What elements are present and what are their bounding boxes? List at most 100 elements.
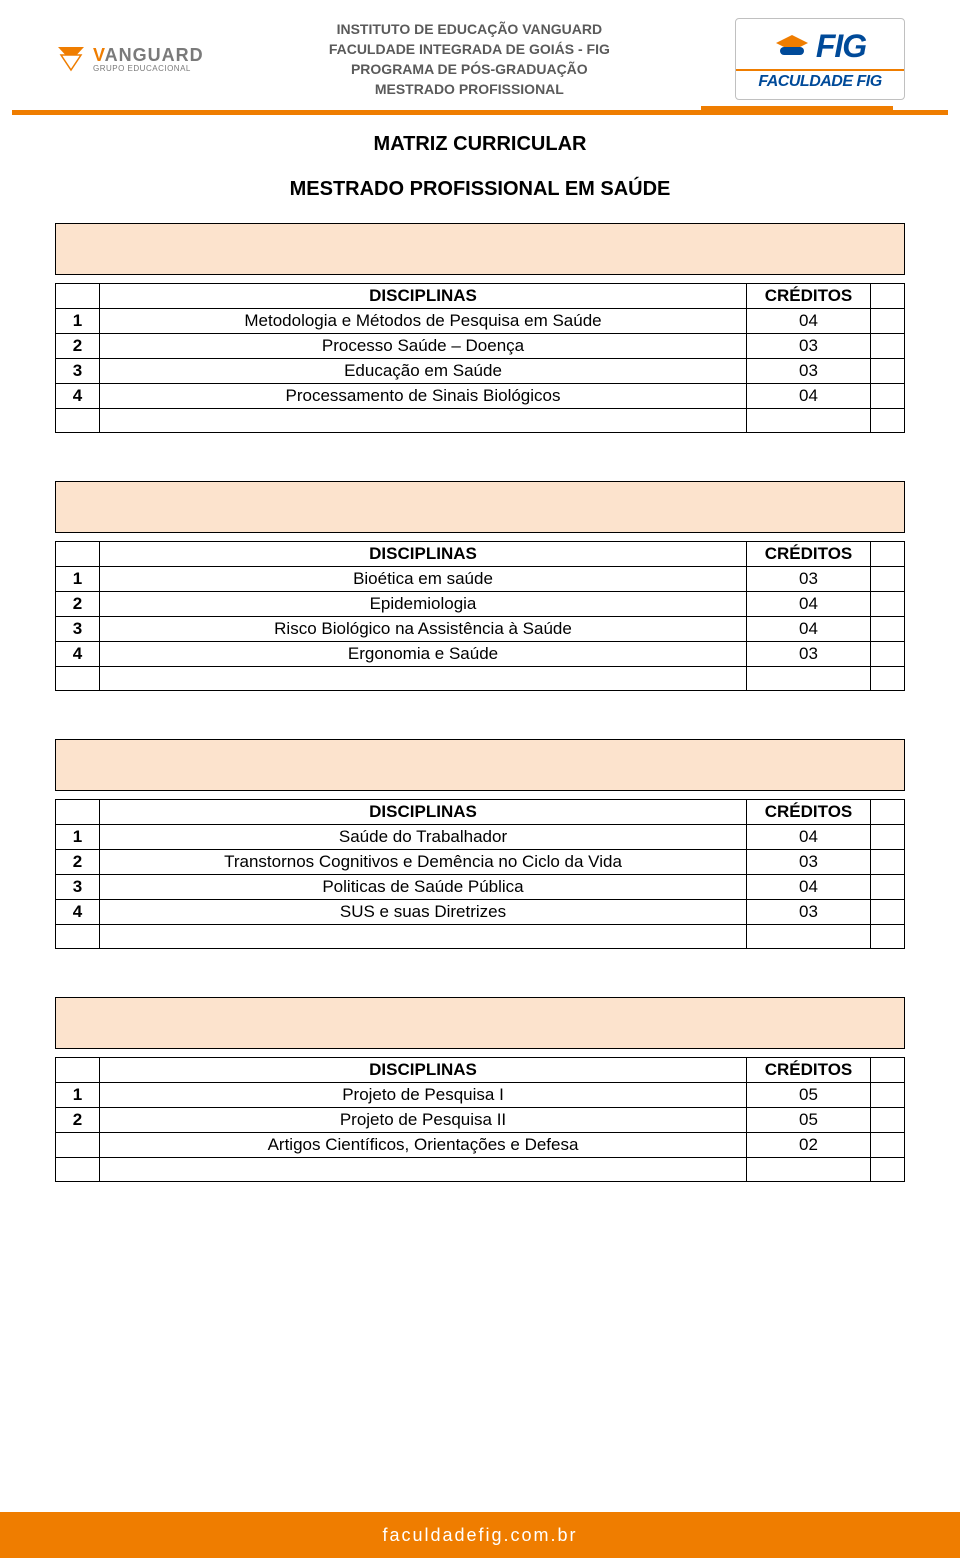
module-block: DISCIPLINAS CRÉDITOS 1 Bioética em saúde…: [55, 481, 905, 691]
row-cred: 04: [747, 592, 871, 617]
row-cred: 03: [747, 642, 871, 667]
row-disc: Artigos Científicos, Orientações e Defes…: [100, 1133, 747, 1158]
col-cred-header: CRÉDITOS: [747, 800, 871, 825]
row-disc: Processo Saúde – Doença: [100, 334, 747, 359]
row-disc: Processamento de Sinais Biológicos: [100, 384, 747, 409]
table-empty-row: [56, 409, 905, 433]
empty-cell: [747, 667, 871, 691]
empty-cell: [871, 925, 905, 949]
row-disc: SUS e suas Diretrizes: [100, 900, 747, 925]
col-end-header: [871, 542, 905, 567]
vanguard-subtitle: GRUPO EDUCACIONAL: [93, 64, 204, 73]
row-disc: Metodologia e Métodos de Pesquisa em Saú…: [100, 309, 747, 334]
vanguard-text: VANGUARD GRUPO EDUCACIONAL: [93, 46, 204, 73]
row-num: 4: [56, 900, 100, 925]
row-num: 3: [56, 875, 100, 900]
col-num-header: [56, 284, 100, 309]
row-end: [871, 1083, 905, 1108]
fig-full-text: FACULDADE FIG: [736, 69, 904, 91]
row-end: [871, 1108, 905, 1133]
col-disc-header: DISCIPLINAS: [100, 800, 747, 825]
content-area: DISCIPLINAS CRÉDITOS 1 Metodologia e Mét…: [0, 223, 960, 1182]
row-end: [871, 617, 905, 642]
fig-logo: FIG FACULDADE FIG: [735, 18, 905, 100]
empty-cell: [747, 1158, 871, 1182]
vanguard-icon: [55, 43, 87, 75]
graduation-hat-icon: [774, 33, 810, 59]
empty-cell: [747, 409, 871, 433]
table-row: 4 Processamento de Sinais Biológicos 04: [56, 384, 905, 409]
row-cred: 02: [747, 1133, 871, 1158]
table-empty-row: [56, 667, 905, 691]
row-num: 2: [56, 850, 100, 875]
row-num: 3: [56, 617, 100, 642]
module-block: DISCIPLINAS CRÉDITOS 1 Metodologia e Mét…: [55, 223, 905, 433]
empty-cell: [100, 1158, 747, 1182]
header-center-text: INSTITUTO DE EDUCAÇÃO VANGUARD FACULDADE…: [329, 19, 610, 99]
table-row: 2 Projeto de Pesquisa II 05: [56, 1108, 905, 1133]
table-row: 3 Risco Biológico na Assistência à Saúde…: [56, 617, 905, 642]
module-header: [55, 223, 905, 275]
vanguard-rest: ANGUARD: [105, 45, 204, 65]
col-cred-header: CRÉDITOS: [747, 284, 871, 309]
row-disc: Epidemiologia: [100, 592, 747, 617]
table-row: 2 Epidemiologia 04: [56, 592, 905, 617]
empty-cell: [56, 1158, 100, 1182]
row-num: 2: [56, 592, 100, 617]
row-end: [871, 309, 905, 334]
col-num-header: [56, 542, 100, 567]
table-row: 1 Saúde do Trabalhador 04: [56, 825, 905, 850]
table-header-row: DISCIPLINAS CRÉDITOS: [56, 542, 905, 567]
row-end: [871, 825, 905, 850]
row-disc: Projeto de Pesquisa II: [100, 1108, 747, 1133]
module-spacer: [55, 533, 905, 541]
table-row: 2 Processo Saúde – Doença 03: [56, 334, 905, 359]
col-disc-header: DISCIPLINAS: [100, 284, 747, 309]
row-end: [871, 567, 905, 592]
table-row: 2 Transtornos Cognitivos e Demência no C…: [56, 850, 905, 875]
vanguard-brand: VANGUARD: [93, 46, 204, 64]
module-spacer: [55, 791, 905, 799]
empty-cell: [56, 409, 100, 433]
row-end: [871, 875, 905, 900]
col-cred-header: CRÉDITOS: [747, 1058, 871, 1083]
row-disc: Transtornos Cognitivos e Demência no Cic…: [100, 850, 747, 875]
table-row: 4 SUS e suas Diretrizes 03: [56, 900, 905, 925]
table-empty-row: [56, 1158, 905, 1182]
table-empty-row: [56, 925, 905, 949]
row-cred: 04: [747, 309, 871, 334]
curriculum-table: DISCIPLINAS CRÉDITOS 1 Saúde do Trabalha…: [55, 799, 905, 949]
row-disc: Projeto de Pesquisa I: [100, 1083, 747, 1108]
row-cred: 03: [747, 334, 871, 359]
footer-url: faculdadefig.com.br: [382, 1525, 577, 1546]
row-num: 4: [56, 642, 100, 667]
module-header: [55, 739, 905, 791]
row-cred: 03: [747, 900, 871, 925]
row-end: [871, 1133, 905, 1158]
empty-cell: [871, 667, 905, 691]
curriculum-table: DISCIPLINAS CRÉDITOS 1 Metodologia e Mét…: [55, 283, 905, 433]
page-subtitle: MESTRADO PROFISSIONAL EM SAÚDE: [0, 178, 960, 201]
table-row: 1 Metodologia e Métodos de Pesquisa em S…: [56, 309, 905, 334]
row-num: 1: [56, 309, 100, 334]
table-row: 4 Ergonomia e Saúde 03: [56, 642, 905, 667]
row-end: [871, 592, 905, 617]
vanguard-v: V: [93, 45, 105, 65]
header-line: INSTITUTO DE EDUCAÇÃO VANGUARD: [329, 19, 610, 39]
fig-short-text: FIG: [816, 28, 866, 65]
row-cred: 04: [747, 617, 871, 642]
row-num: 1: [56, 1083, 100, 1108]
row-end: [871, 359, 905, 384]
row-num: [56, 1133, 100, 1158]
row-num: 1: [56, 567, 100, 592]
row-disc: Risco Biológico na Assistência à Saúde: [100, 617, 747, 642]
row-num: 3: [56, 359, 100, 384]
table-row: 1 Bioética em saúde 03: [56, 567, 905, 592]
module-spacer: [55, 275, 905, 283]
table-header-row: DISCIPLINAS CRÉDITOS: [56, 800, 905, 825]
empty-cell: [100, 409, 747, 433]
empty-cell: [871, 1158, 905, 1182]
row-cred: 05: [747, 1108, 871, 1133]
page-footer: faculdadefig.com.br: [0, 1512, 960, 1558]
row-num: 1: [56, 825, 100, 850]
